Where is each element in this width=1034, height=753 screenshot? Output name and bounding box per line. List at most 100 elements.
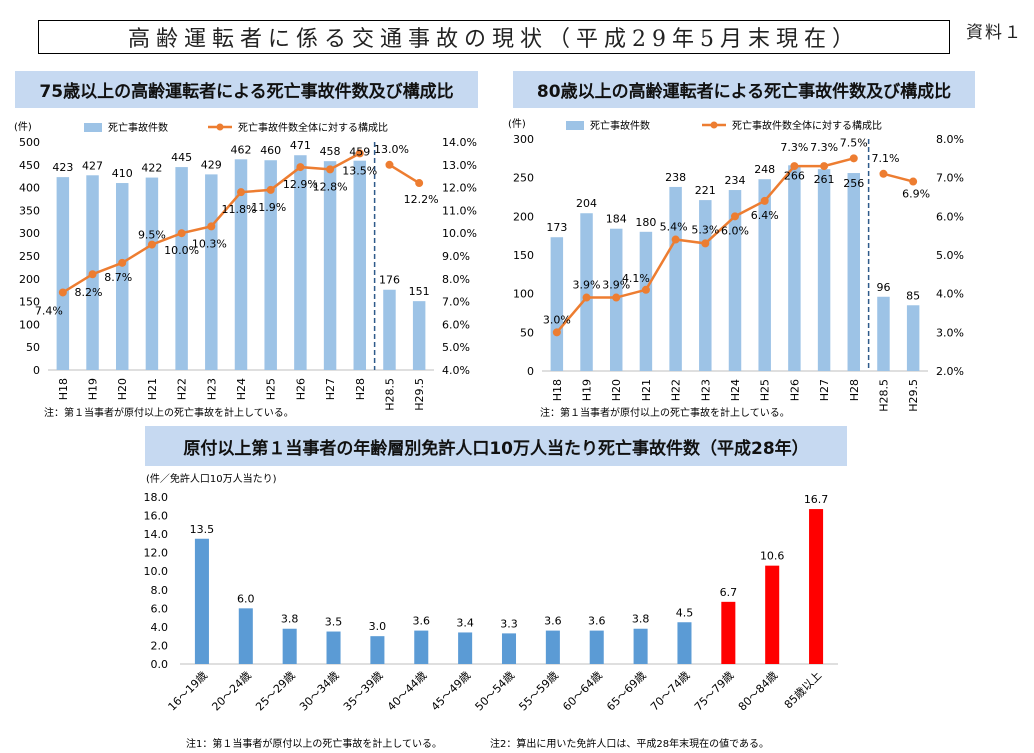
x-tick-label: 16～19歳 — [166, 669, 211, 714]
y2-tick-label: 8.0% — [442, 273, 470, 286]
ratio-point — [266, 185, 275, 194]
bar — [877, 296, 890, 371]
bar — [728, 190, 742, 371]
legend-bar-swatch — [566, 121, 584, 130]
bar — [589, 630, 604, 664]
y-tick-label: 0.0 — [151, 658, 169, 671]
y-tick-label: 150 — [19, 296, 40, 309]
y-tick-label: 6.0 — [151, 602, 169, 615]
ratio-point — [879, 169, 888, 178]
ratio-point — [58, 288, 67, 297]
bar — [238, 608, 253, 664]
chart2-title: 80歳以上の高齢運転者による死亡事故件数及び構成比 — [513, 71, 975, 108]
bar — [414, 630, 429, 664]
bar — [115, 183, 129, 370]
ratio-value-label: 13.0% — [374, 143, 409, 156]
y2-tick-label: 5.0% — [442, 341, 470, 354]
x-tick-label: H28.5 — [383, 378, 396, 411]
bar-value-label: 422 — [141, 162, 162, 175]
x-tick-label: 25～29歳 — [253, 669, 298, 714]
bar-value-label: 462 — [231, 143, 252, 156]
ratio-value-label: 6.0% — [721, 224, 749, 237]
ratio-point — [88, 270, 97, 279]
x-tick-label: 75～79歳 — [692, 669, 737, 714]
y-tick-label: 14.0 — [144, 528, 169, 541]
ratio-value-label: 5.4% — [660, 221, 688, 234]
y-tick-label: 0 — [33, 364, 40, 377]
y-tick-label: 12.0 — [144, 547, 169, 560]
x-tick-label: H23 — [699, 379, 712, 401]
x-tick-label: 60～64歳 — [560, 669, 605, 714]
bar — [326, 631, 341, 664]
legend-bar-label: 死亡事故件数 — [590, 119, 650, 132]
bar — [175, 167, 188, 370]
y2-tick-label: 4.0% — [442, 364, 470, 377]
x-tick-label: 40～44歳 — [385, 669, 430, 714]
x-tick-label: H21 — [146, 378, 159, 400]
y-tick-label: 200 — [513, 210, 534, 223]
ratio-value-label: 5.3% — [691, 223, 719, 236]
bar-value-label: 13.5 — [190, 523, 215, 536]
y-tick-label: 2.0 — [151, 639, 169, 652]
y2-tick-label: 7.0% — [936, 172, 964, 185]
bar-value-label: 4.5 — [676, 606, 694, 619]
y2-tick-label: 12.0% — [442, 182, 477, 195]
bar — [609, 228, 623, 371]
x-tick-label: 70～74歳 — [648, 669, 693, 714]
bar-value-label: 429 — [201, 158, 222, 171]
ratio-point — [790, 162, 799, 171]
y2-tick-label: 10.0% — [442, 227, 477, 240]
ratio-value-label: 8.2% — [75, 286, 103, 299]
x-tick-label: H28 — [848, 379, 861, 401]
bar-value-label: 445 — [171, 151, 192, 164]
legend-line-marker — [710, 121, 718, 129]
chart3-title: 原付以上第１当事者の年齢層別免許人口10万人当たり死亡事故件数（平成28年） — [145, 426, 847, 466]
y-tick-label: 500 — [19, 136, 40, 149]
x-tick-label: H20 — [116, 378, 129, 400]
x-tick-label: 30～34歳 — [297, 669, 342, 714]
bar — [264, 160, 277, 370]
bar — [205, 174, 218, 370]
bar — [234, 159, 248, 370]
ratio-point — [415, 179, 424, 188]
x-tick-label: 35～39歳 — [341, 669, 386, 714]
x-tick-label: 85歳以上 — [782, 669, 824, 711]
bar — [721, 601, 736, 664]
x-tick-label: H25 — [265, 378, 278, 400]
x-tick-label: H19 — [87, 378, 100, 400]
bar — [145, 177, 159, 370]
bar-value-label: 173 — [546, 221, 567, 234]
y-tick-label: 350 — [19, 204, 40, 217]
x-tick-label: H28 — [354, 378, 367, 400]
bar-value-label: 221 — [695, 184, 716, 197]
ratio-point — [641, 285, 650, 294]
ratio-value-label: 12.9% — [283, 178, 318, 191]
y2-tick-label: 14.0% — [442, 136, 477, 149]
bar — [788, 165, 801, 371]
bar-value-label: 423 — [52, 161, 73, 174]
ratio-line — [388, 163, 420, 185]
ratio-value-label: 7.3% — [780, 141, 808, 154]
y-tick-label: 200 — [19, 273, 40, 286]
x-tick-label: H26 — [294, 378, 307, 400]
bar-value-label: 6.7 — [720, 586, 738, 599]
y-tick-label: 400 — [19, 182, 40, 195]
bar-value-label: 151 — [409, 285, 430, 298]
y-tick-label: 50 — [26, 341, 40, 354]
y2-tick-label: 9.0% — [442, 250, 470, 263]
bar-value-label: 458 — [320, 145, 341, 158]
bar-value-label: 3.6 — [588, 615, 606, 628]
ratio-point — [177, 229, 186, 238]
bar — [669, 186, 682, 371]
ratio-value-label: 10.0% — [164, 244, 199, 257]
bar — [550, 237, 564, 371]
ratio-value-label: 3.0% — [543, 313, 571, 326]
bar-value-label: 176 — [379, 274, 400, 287]
x-tick-label: H29.5 — [413, 378, 426, 411]
y-tick-label: 100 — [19, 318, 40, 331]
page-title: 高齢運転者に係る交通事故の現状（平成29年5月末現在） — [38, 20, 950, 54]
ratio-value-label: 7.3% — [810, 141, 838, 154]
legend-line-marker — [216, 123, 224, 131]
bar-value-label: 184 — [606, 213, 627, 226]
